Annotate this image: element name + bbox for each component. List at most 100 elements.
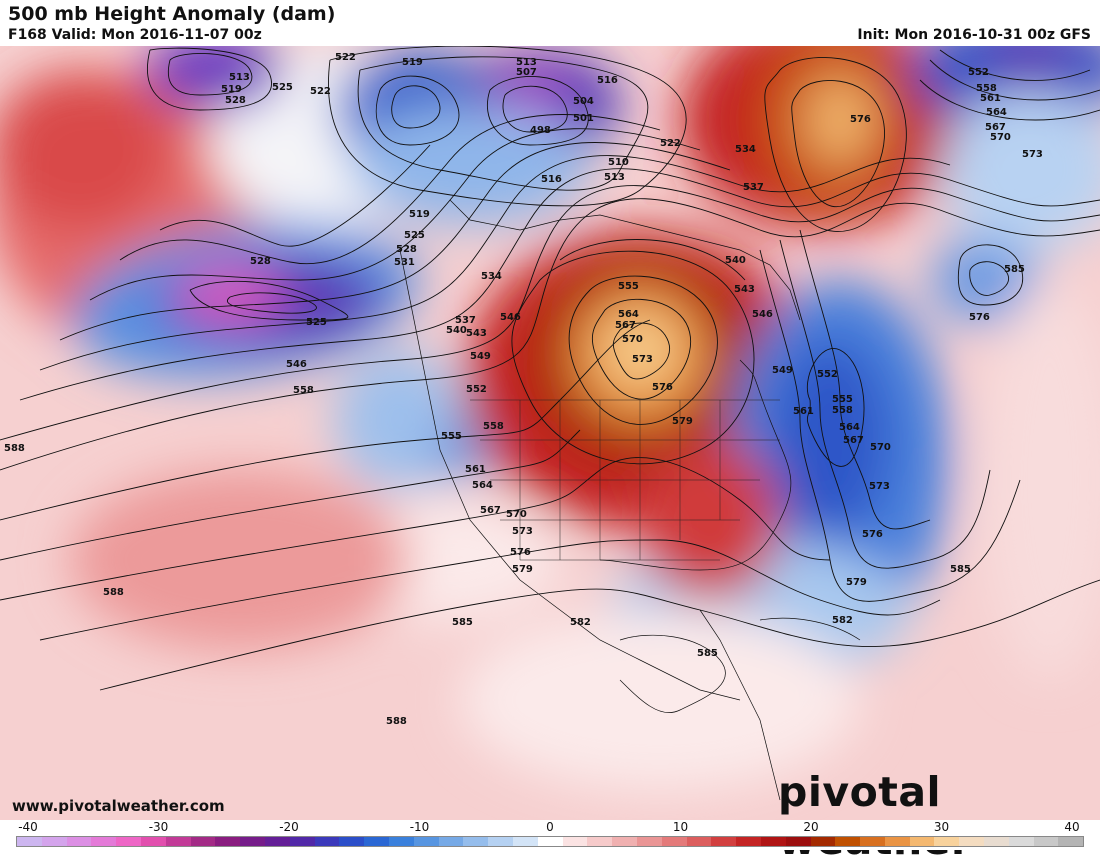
colorbar-tick-label: -20 [279, 820, 299, 834]
colorbar-strip [16, 836, 1084, 847]
colorbar-swatch [463, 837, 489, 846]
colorbar-swatch [17, 837, 42, 846]
contour-label: 555 [832, 394, 853, 405]
contour-label: 504 [573, 96, 594, 107]
colorbar-swatch [587, 837, 613, 846]
colorbar-swatch [438, 837, 464, 846]
colorbar-swatch [636, 837, 662, 846]
colorbar-swatch [686, 837, 712, 846]
contour-label: 522 [660, 138, 681, 149]
contour-label: 519 [409, 209, 430, 220]
contour-label: 576 [850, 114, 871, 125]
contour-label: 579 [512, 564, 533, 575]
contour-label: 588 [386, 716, 407, 727]
colorbar-swatch [736, 837, 761, 846]
contour-label: 576 [862, 529, 883, 540]
height-contours [0, 46, 1100, 691]
contour-label: 558 [832, 405, 853, 416]
contour-label: 582 [832, 615, 853, 626]
colorbar-swatch [512, 837, 538, 846]
header: 500 mb Height Anomaly (dam) F168 Valid: … [0, 0, 1100, 46]
contour-label: 588 [4, 443, 25, 454]
contour-label: 510 [608, 157, 629, 168]
contour-label: 564 [986, 107, 1007, 118]
contour-label: 585 [697, 648, 718, 659]
contour-label: 585 [950, 564, 971, 575]
map-svg: 522 519 513 507 516 552 558 561 564 567 … [0, 46, 1100, 820]
colorbar-tick-label: 0 [546, 820, 554, 834]
contour-label: 558 [293, 385, 314, 396]
contour-label: 570 [506, 509, 527, 520]
contour-label: 567 [843, 435, 864, 446]
colorbar-tick-label: -30 [148, 820, 169, 834]
contour-label: 534 [735, 144, 756, 155]
contour-label: 537 [743, 182, 764, 193]
colorbar-swatch [289, 837, 315, 846]
contour-label: 516 [597, 75, 618, 86]
colorbar: -40 -30 -20 -10 0 10 20 30 40 [0, 820, 1100, 850]
contour-label: 576 [969, 312, 990, 323]
colorbar-swatch [537, 837, 563, 846]
colorbar-swatch [240, 837, 265, 846]
contour-label: 561 [793, 406, 814, 417]
colorbar-swatch [215, 837, 241, 846]
anomaly-map: 522 519 513 507 516 552 558 561 564 567 … [0, 46, 1100, 820]
colorbar-tick-label: 40 [1064, 820, 1080, 834]
contour-label: 531 [394, 257, 415, 268]
contour-label: 498 [530, 125, 551, 136]
colorbar-swatch [884, 837, 910, 846]
colorbar-swatch [165, 837, 191, 846]
colorbar-swatch [140, 837, 166, 846]
colorbar-tick-label: 30 [933, 820, 950, 834]
colorbar-swatch [413, 837, 439, 846]
contour-label: 573 [632, 354, 653, 365]
political-borders [470, 399, 780, 561]
contour-label: 552 [968, 67, 989, 78]
contour-label: 543 [466, 328, 487, 339]
contour-label: 522 [335, 52, 356, 63]
contour-label: 564 [618, 309, 639, 320]
contour-label: 528 [396, 244, 417, 255]
contour-label: 525 [404, 230, 425, 241]
contour-label: 558 [483, 421, 504, 432]
colorbar-swatch [909, 837, 935, 846]
contour-label: 567 [480, 505, 501, 516]
contour-label: 516 [541, 174, 562, 185]
website-url: www.pivotalweather.com [12, 797, 225, 815]
contour-label: 549 [772, 365, 793, 376]
contour-label: 567 [615, 320, 636, 331]
colorbar-swatch [984, 837, 1009, 846]
contour-label: 528 [225, 95, 246, 106]
contour-label: 576 [652, 382, 673, 393]
valid-time: F168 Valid: Mon 2016-11-07 00z [8, 27, 262, 43]
colorbar-tick-label: 20 [803, 820, 819, 834]
colorbar-swatch [810, 837, 836, 846]
colorbar-tick-label: 10 [672, 820, 689, 834]
colorbar-swatch [364, 837, 389, 846]
anomaly-field [0, 46, 1100, 790]
colorbar-swatch [760, 837, 786, 846]
colorbar-swatch [66, 837, 92, 846]
contour-label: 570 [870, 442, 891, 453]
contour-labels: 522 519 513 507 516 552 558 561 564 567 … [4, 52, 1043, 727]
contour-label: 561 [980, 93, 1001, 104]
colorbar-swatch [41, 837, 67, 846]
colorbar-swatch [934, 837, 960, 846]
contour-label: 513 [229, 72, 250, 83]
contour-label: 513 [604, 172, 625, 183]
contour-label: 570 [990, 132, 1011, 143]
contour-label: 552 [817, 369, 838, 380]
colorbar-swatch [388, 837, 414, 846]
colorbar-swatch [661, 837, 687, 846]
contour-label: 576 [510, 547, 531, 558]
colorbar-ticks: -40 -30 -20 -10 0 10 20 30 40 [0, 820, 1100, 834]
contour-label: 573 [1022, 149, 1043, 160]
colorbar-swatch [959, 837, 985, 846]
colorbar-swatch [835, 837, 861, 846]
colorbar-swatch [1033, 837, 1059, 846]
colorbar-swatch [190, 837, 216, 846]
colorbar-swatch [339, 837, 365, 846]
contour-label: 537 [455, 315, 476, 326]
contour-label: 501 [573, 113, 594, 124]
contour-label: 567 [985, 122, 1006, 133]
